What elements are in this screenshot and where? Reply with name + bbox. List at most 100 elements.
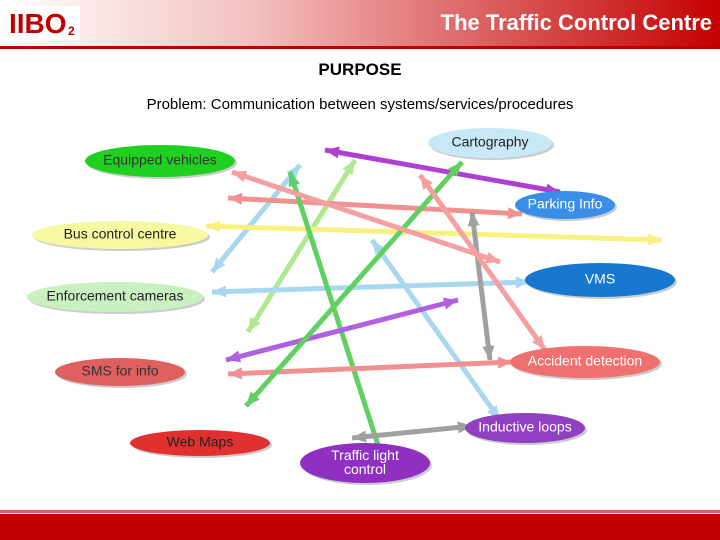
header-bar: [0, 0, 720, 46]
node: Bus control centre: [32, 221, 210, 251]
node: Equipped vehicles: [85, 145, 237, 179]
arrow: [245, 158, 358, 334]
arrow-shaft: [227, 195, 523, 217]
logo-sub: 2: [68, 24, 75, 38]
arrow-head: [226, 350, 242, 363]
node-shape: [428, 128, 552, 158]
arrow-shaft: [211, 279, 531, 295]
arrow-head: [325, 146, 340, 159]
arrow-head: [228, 367, 243, 380]
label-line: control: [344, 461, 386, 477]
arrow-head: [448, 162, 462, 177]
arrow: [227, 192, 523, 220]
arrow-head: [212, 257, 226, 272]
arrow-head: [286, 165, 300, 180]
node-shape: [85, 145, 235, 177]
node-label: Cartography: [451, 134, 528, 150]
arrow-head: [497, 356, 512, 369]
arrow-shaft: [324, 147, 561, 195]
arrow: [244, 160, 464, 408]
node-label: Equipped vehicles: [103, 152, 217, 168]
arrow-head: [212, 285, 227, 298]
arrow-shaft: [351, 423, 473, 441]
node-label: Enforcement cameras: [47, 288, 184, 304]
node: Accident detection: [510, 346, 662, 380]
node-shape: [515, 191, 615, 219]
arrow-shaft: [469, 211, 493, 361]
arrow-head: [206, 220, 221, 233]
node-label: Web Maps: [167, 434, 234, 450]
problem-statement: Problem: Communication between systems/s…: [147, 96, 574, 113]
footer-bar: [0, 514, 720, 540]
arrow-head: [372, 240, 386, 255]
arrow: [211, 276, 531, 298]
node: VMS: [525, 263, 677, 299]
header-rule: [0, 46, 720, 49]
arrow-head: [246, 391, 260, 406]
arrow-head: [352, 430, 367, 443]
arrow-shaft: [225, 297, 459, 363]
node: Traffic light control: [300, 443, 432, 485]
arrow-shaft: [369, 238, 503, 422]
node: Parking Info: [515, 191, 617, 221]
node: Inductive loops: [465, 413, 587, 445]
label-line: Traffic light: [331, 447, 399, 463]
node: Enforcement cameras: [27, 282, 205, 314]
node-shape: [300, 443, 430, 483]
footer-rule: [0, 510, 720, 513]
arrow-shaft: [231, 169, 501, 265]
node-label: Traffic light control: [331, 447, 399, 477]
arrow-head: [457, 421, 472, 434]
logo: IIBO: [9, 8, 67, 39]
logo-box: [6, 6, 80, 40]
nodes: Cartography Equipped vehicles Parking Info…: [27, 128, 677, 485]
arrow-shaft: [210, 163, 302, 274]
node-shape: [55, 358, 185, 386]
node-shape: [525, 263, 675, 297]
heading: PURPOSE: [318, 60, 401, 79]
arrow-shaft: [205, 223, 663, 243]
arrow-head: [342, 160, 355, 176]
node: SMS for info: [55, 358, 187, 388]
node-label: SMS for info: [81, 363, 158, 379]
node-shape: [465, 413, 585, 443]
arrow-head: [442, 297, 458, 310]
arrow-head: [248, 316, 261, 332]
node-label: Parking Info: [528, 196, 603, 212]
node: Web Maps: [130, 430, 272, 458]
arrow-head: [482, 345, 495, 360]
node-label: Inductive loops: [478, 419, 571, 435]
arrow: [210, 163, 302, 274]
node-shape: [510, 346, 660, 378]
arrow: [205, 220, 663, 246]
node-shape: [27, 282, 203, 312]
arrow-head: [467, 212, 480, 227]
arrow-head: [507, 207, 522, 220]
arrow-shaft: [244, 160, 464, 408]
arrow-shaft: [227, 359, 513, 377]
arrow: [467, 211, 495, 361]
node-label: Bus control centre: [64, 226, 177, 242]
node-shape: [32, 221, 208, 249]
node-label: VMS: [585, 271, 615, 287]
arrow-head: [531, 335, 545, 350]
header-title: The Traffic Control Centre: [441, 10, 712, 35]
arrow-head: [484, 251, 500, 264]
arrows: [205, 146, 663, 477]
arrow-head: [228, 192, 243, 205]
arrow: [225, 297, 459, 363]
arrow-head: [647, 233, 662, 246]
node-label: Accident detection: [528, 353, 642, 369]
node: Cartography: [428, 128, 554, 160]
arrow-shaft: [287, 171, 391, 477]
arrow-shaft: [417, 173, 548, 352]
arrow-head: [232, 170, 248, 183]
arrow-head: [515, 276, 530, 289]
node-shape: [130, 430, 270, 456]
arrow: [231, 169, 501, 265]
arrow: [417, 173, 548, 352]
arrow: [351, 421, 473, 443]
arrow-head: [288, 172, 301, 188]
arrow-shaft: [245, 158, 358, 334]
